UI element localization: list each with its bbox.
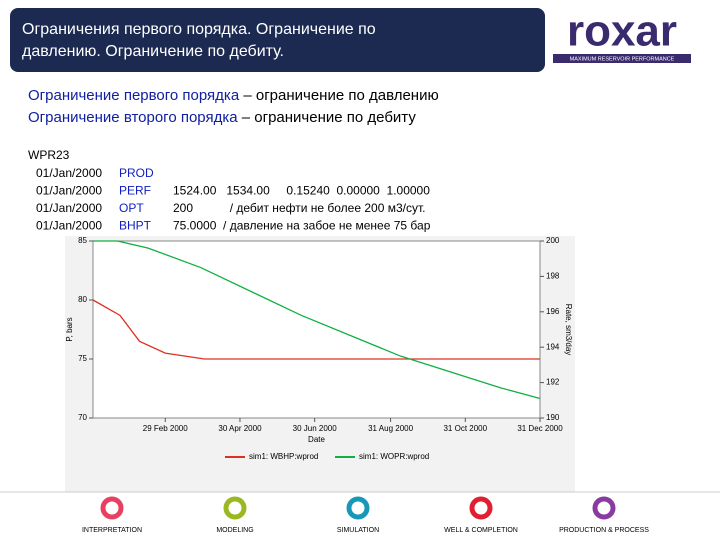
header-title: Ограничения первого порядка. Ограничение… [22, 21, 376, 38]
logo-bar [553, 54, 691, 63]
line-series [92, 299, 540, 360]
x-tick-label: 30 Jun 2000 [293, 424, 338, 433]
footer-icon [592, 496, 616, 520]
y-tick-label: 80 [78, 295, 87, 304]
code-keyword: PROD [119, 166, 154, 180]
y2-axis-label: Rate, sm3/day [564, 304, 573, 356]
footer-icon [346, 496, 370, 520]
y2-tick-label: 200 [546, 236, 560, 245]
y-tick-label: 70 [78, 413, 87, 422]
legend-label: sim1: WBHP:wprod [249, 452, 318, 461]
header-title: давлению. Ограничение по дебиту. [22, 43, 284, 60]
line-series [93, 240, 541, 400]
code-date: 01/Jan/2000 [36, 201, 102, 215]
code-block: 01/Jan/2000 PROD 01/Jan/2000 PERF 1524.00 15… [36, 166, 431, 233]
code-date: 01/Jan/2000 [36, 219, 102, 233]
bullet-text: – ограничение по давлению [239, 87, 439, 104]
x-tick-label: 31 Aug 2000 [368, 424, 413, 433]
footer-label: PRODUCTION & PROCESS [559, 527, 649, 534]
chart: 70 75 80 85 190 192 194 196 198 200 29 Feb 2000 30 … [65, 236, 573, 461]
x-axis-label: Date [308, 435, 325, 444]
logo-tagline: MAXIMUM RESERVOIR PERFORMANCE [570, 56, 675, 62]
bullet-term: Ограничение второго порядка [28, 109, 238, 126]
bullet: Ограничение первого порядка – ограничени… [28, 87, 439, 104]
x-tick-label: 29 Feb 2000 [143, 424, 188, 433]
legend-label: sim1: WOPR:wprod [359, 452, 429, 461]
code-keyword: OPT [119, 201, 144, 215]
footer-label: SIMULATION [337, 527, 379, 534]
logo: roxar [567, 7, 677, 56]
y-tick-label: 75 [78, 354, 87, 363]
footer-label: WELL & COMPLETION [444, 527, 518, 534]
y2-tick-label: 192 [546, 378, 560, 387]
code-keyword: PERF [119, 184, 151, 198]
y-axis-label: P, bars [65, 317, 74, 341]
code-date: 01/Jan/2000 [36, 184, 102, 198]
footer-icon [469, 496, 493, 520]
footer-label: INTERPRETATION [82, 527, 142, 534]
x-tick-label: 31 Dec 2000 [517, 424, 563, 433]
code-args: 200 / дебит нефти не более 200 м3/сут. [173, 201, 425, 215]
footer-label: MODELING [216, 527, 253, 534]
bullet-text: – ограничение по дебиту [238, 109, 417, 126]
code-keyword: WPR23 [28, 148, 70, 162]
x-tick-label: 30 Apr 2000 [218, 424, 262, 433]
y2-tick-label: 194 [546, 342, 560, 351]
x-tick-label: 31 Oct 2000 [443, 424, 487, 433]
code-date: 01/Jan/2000 [36, 166, 102, 180]
footer-icon [100, 496, 124, 520]
bullet: Ограничение второго порядка – ограничени… [28, 109, 416, 126]
code-keyword: BHPT [119, 219, 152, 233]
plot-area [92, 240, 541, 419]
y2-tick-label: 196 [546, 307, 560, 316]
bullet-term: Ограничение первого порядка [28, 87, 240, 104]
y2-tick-label: 190 [546, 413, 560, 422]
code-args: 1524.00 1534.00 0.15240 0.00000 1.00000 [173, 184, 430, 198]
header-box [10, 8, 545, 72]
code-args: 75.0000 / давление на забое не менее 75 … [173, 219, 431, 233]
y2-tick-label: 198 [546, 272, 560, 281]
y-tick-label: 85 [78, 236, 87, 245]
footer-icon [223, 496, 247, 520]
